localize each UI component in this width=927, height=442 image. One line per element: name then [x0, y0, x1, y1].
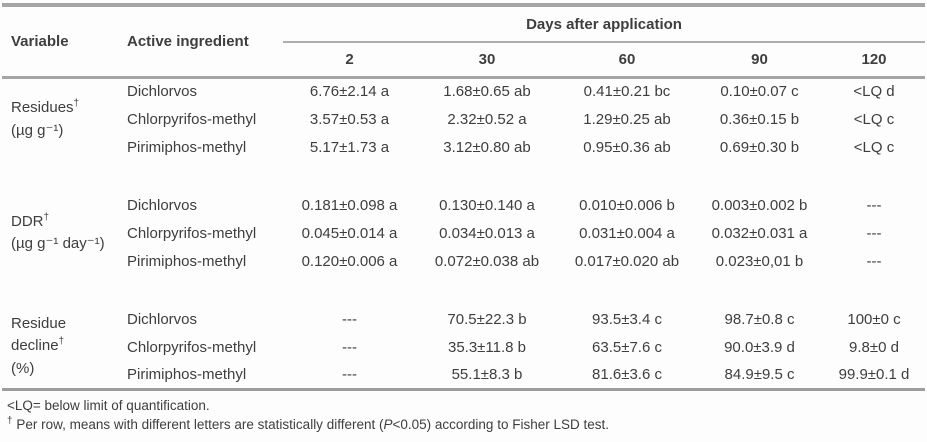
variable-unit: (µg g⁻¹): [11, 121, 64, 139]
value-cell: 100±0 c: [847, 310, 901, 328]
table-row: Chlorpyrifos-methyl 0.045±0.014 a 0.034±…: [2, 219, 925, 247]
dagger-mark: †: [58, 336, 65, 347]
value-cell: 0.032±0.031 a: [711, 224, 808, 242]
residues-results-table: Variable Active ingredient Days after ap…: [2, 3, 926, 391]
value-cell: 0.181±0.098 a: [301, 196, 398, 214]
value-cell: 0.010±0.006 b: [579, 196, 675, 214]
dagger-mark: †: [43, 211, 50, 223]
value-cell: 98.7±0.8 c: [724, 310, 795, 328]
value-cell: <LQ c: [853, 138, 895, 156]
ingredient-label: Pirimiphos-methyl: [127, 365, 247, 383]
value-cell: 55.1±8.3 b: [451, 365, 523, 383]
value-cell: 99.9±0.1 d: [838, 365, 910, 383]
ingredient-label: Dichlorvos: [127, 310, 198, 328]
footnote-lq: <LQ= below limit of quantification.: [7, 397, 210, 413]
value-cell: <LQ d: [853, 83, 895, 101]
value-cell: ---: [342, 338, 357, 356]
value-cell: 1.68±0.65 ab: [443, 83, 531, 101]
value-cell: 81.6±3.6 c: [592, 365, 662, 383]
p-value-symbol: P: [383, 417, 393, 433]
value-cell: 0.130±0.140 a: [439, 196, 535, 214]
group-residues: Residues† (µg g⁻¹) Dichlorvos 6.76±2.14 …: [2, 77, 925, 161]
value-cell: 3.12±0.80 ab: [443, 138, 531, 156]
value-cell: 0.072±0.038 ab: [434, 252, 540, 270]
value-cell: 93.5±3.4 c: [592, 310, 662, 328]
value-cell: 3.57±0.53 a: [309, 110, 390, 128]
value-cell: 0.017±0.020 ab: [574, 252, 680, 270]
value-cell: ---: [866, 196, 882, 214]
ingredient-label: Chlorpyrifos-methyl: [127, 338, 257, 356]
col-header-variable: Variable: [2, 5, 120, 79]
dagger-mark: †: [73, 98, 80, 110]
table-footnotes: <LQ= below limit of quantification. † Pe…: [2, 391, 925, 435]
variable-name: Residue decline†: [11, 314, 67, 355]
value-cell: 0.031±0.004 a: [579, 224, 675, 242]
group-ddr: DDR† (µg g⁻¹ day⁻¹) Dichlorvos 0.181±0.0…: [2, 161, 925, 275]
value-cell: 0.023±0,01 b: [715, 252, 804, 270]
variable-name: Residues†: [11, 98, 80, 117]
value-cell: 0.95±0.36 ab: [583, 138, 671, 156]
col-header-day-30: 30: [416, 42, 558, 79]
table-row: Pirimiphos-methyl 5.17±1.73 a 3.12±0.80 …: [2, 133, 925, 161]
value-cell: 2.32±0.52 a: [447, 110, 527, 128]
table-row: Residues† (µg g⁻¹) Dichlorvos 6.76±2.14 …: [2, 77, 925, 139]
col-header-days-after-application: Days after application: [283, 5, 926, 43]
value-cell: ---: [866, 252, 882, 270]
variable-unit: (%): [11, 359, 35, 377]
table-header: Variable Active ingredient Days after ap…: [2, 5, 926, 79]
value-cell: 0.045±0.014 a: [301, 224, 398, 242]
variable-label-ddr: DDR† (µg g⁻¹ day⁻¹): [2, 191, 120, 275]
value-cell: 5.17±1.73 a: [309, 138, 390, 156]
variable-unit: (µg g⁻¹ day⁻¹): [11, 235, 105, 252]
value-cell: <LQ c: [853, 110, 895, 128]
table-row: Chlorpyrifos-methyl 3.57±0.53 a 2.32±0.5…: [2, 105, 925, 133]
footnote-dagger: † Per row, means with different letters …: [7, 415, 609, 433]
table-row: Pirimiphos-methyl --- 55.1±8.3 b 81.6±3.…: [2, 361, 925, 389]
ingredient-label: Chlorpyrifos-methyl: [127, 224, 257, 242]
value-cell: 9.8±0 d: [849, 338, 899, 356]
header-row-days: 2 30 60 90 120: [2, 42, 926, 79]
ingredient-label: Pirimiphos-methyl: [127, 252, 247, 270]
value-cell: ---: [342, 310, 357, 328]
value-cell: ---: [866, 224, 882, 242]
col-header-day-2: 2: [283, 42, 416, 79]
value-cell: 1.29±0.25 ab: [583, 110, 671, 128]
col-header-day-120: 120: [823, 42, 926, 79]
value-cell: 6.76±2.14 a: [309, 83, 390, 101]
ingredient-label: Dichlorvos: [127, 83, 198, 101]
value-cell: ---: [342, 365, 357, 383]
table-row: Pirimiphos-methyl 0.120±0.006 a 0.072±0.…: [2, 247, 925, 275]
table-row: Residue decline† (%) Dichlorvos --- 70.5…: [2, 305, 925, 377]
col-header-active-ingredient: Active ingredient: [120, 5, 283, 79]
col-header-day-90: 90: [696, 42, 823, 79]
table-row: Chlorpyrifos-methyl --- 35.3±11.8 b 63.5…: [2, 333, 925, 361]
group-residue-decline: Residue decline† (%) Dichlorvos --- 70.5…: [2, 275, 925, 389]
ingredient-label: Pirimiphos-methyl: [127, 138, 247, 156]
value-cell: 0.10±0.07 c: [720, 83, 799, 101]
value-cell: 0.034±0.013 a: [439, 224, 535, 242]
value-cell: 0.69±0.30 b: [719, 138, 800, 156]
table-row: DDR† (µg g⁻¹ day⁻¹) Dichlorvos 0.181±0.0…: [2, 191, 925, 253]
ingredient-label: Chlorpyrifos-methyl: [127, 110, 257, 128]
value-cell: 0.120±0.006 a: [301, 252, 398, 270]
variable-label-residue-decline: Residue decline† (%): [2, 305, 120, 389]
value-cell: 90.0±3.9 d: [724, 338, 795, 356]
variable-label-residues: Residues† (µg g⁻¹): [2, 77, 120, 161]
value-cell: 0.003±0.002 b: [711, 196, 808, 214]
value-cell: 0.36±0.15 b: [719, 110, 800, 128]
variable-name: DDR†: [11, 211, 50, 230]
value-cell: 70.5±22.3 b: [447, 310, 527, 328]
spacer-row: [2, 161, 925, 191]
value-cell: 35.3±11.8 b: [447, 338, 527, 356]
value-cell: 63.5±7.6 c: [592, 338, 662, 356]
ingredient-label: Dichlorvos: [127, 196, 198, 214]
header-row-group: Variable Active ingredient Days after ap…: [2, 5, 926, 79]
dagger-mark: †: [7, 415, 13, 427]
value-cell: 0.41±0.21 bc: [583, 83, 671, 101]
value-cell: 84.9±9.5 c: [724, 365, 795, 383]
col-header-day-60: 60: [558, 42, 696, 79]
spacer-row: [2, 275, 925, 305]
